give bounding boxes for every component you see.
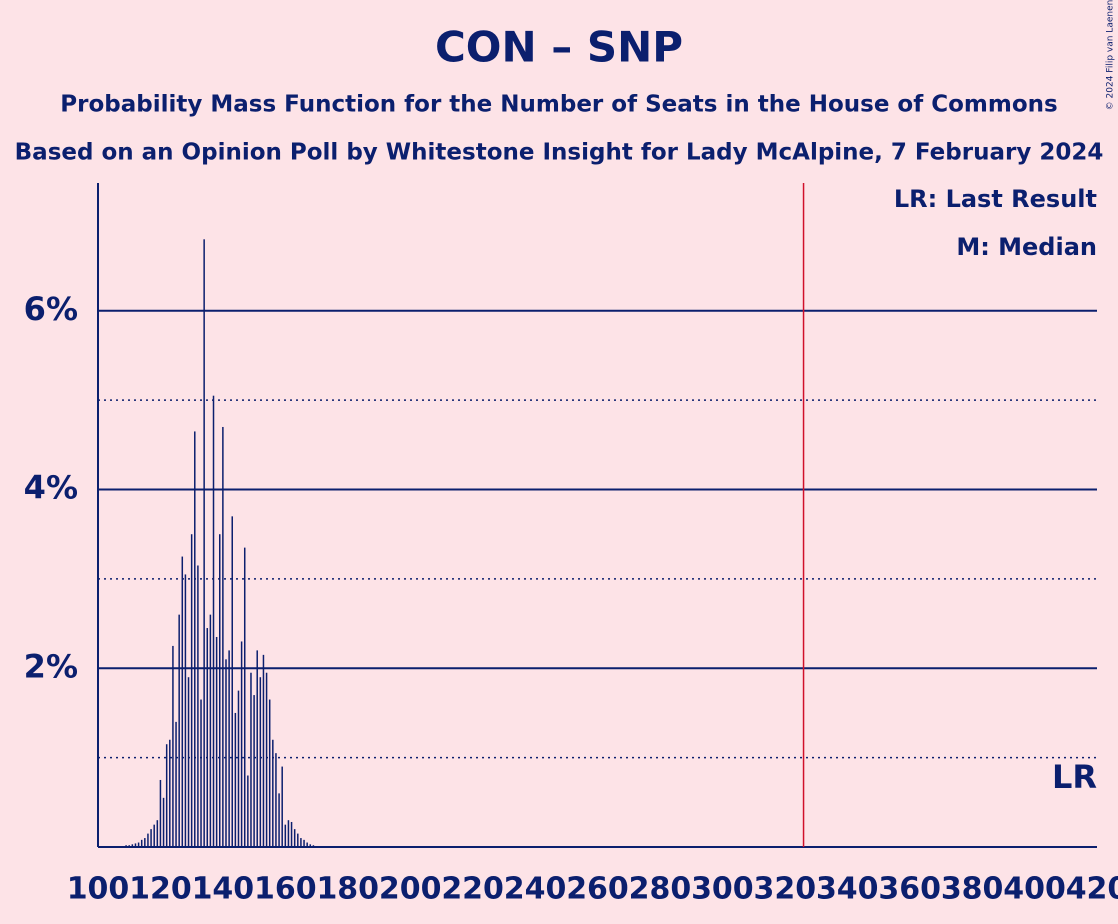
bar — [247, 775, 249, 847]
x-tick-label: 100 — [67, 872, 130, 907]
chart-title: CON – SNP — [435, 23, 683, 72]
bar — [225, 659, 227, 847]
bar — [228, 650, 230, 847]
bar — [140, 839, 143, 847]
bar — [284, 824, 287, 847]
bar — [287, 820, 290, 847]
bar — [197, 565, 199, 847]
x-tick-label: 140 — [192, 872, 255, 907]
x-tick-label: 120 — [129, 872, 192, 907]
bar — [122, 846, 124, 847]
bar — [272, 739, 274, 847]
chart-subtitle: Based on an Opinion Poll by Whitestone I… — [15, 140, 1104, 166]
chart-subtitle: Probability Mass Function for the Number… — [60, 92, 1057, 118]
bar — [309, 844, 312, 847]
x-tick-label: 220 — [441, 872, 504, 907]
y-tick-label: 4% — [24, 469, 78, 507]
x-tick-label: 320 — [754, 872, 817, 907]
bar — [259, 677, 262, 847]
bar — [297, 833, 299, 847]
bar — [240, 641, 243, 847]
bar — [172, 645, 174, 847]
x-tick-label: 400 — [1003, 872, 1066, 907]
bar — [206, 628, 209, 847]
bar — [187, 677, 190, 847]
bar — [159, 779, 162, 847]
y-tick-label: 2% — [24, 647, 78, 685]
bar — [190, 534, 193, 847]
bar — [165, 744, 168, 847]
bar — [275, 753, 277, 847]
bar — [219, 534, 221, 847]
bar — [156, 820, 159, 847]
x-tick-label: 300 — [691, 872, 754, 907]
bar — [178, 614, 180, 847]
bar — [281, 766, 283, 847]
x-tick-label: 240 — [504, 872, 567, 907]
bar — [169, 739, 171, 847]
bar — [203, 239, 205, 847]
bar — [312, 845, 315, 847]
bar — [250, 672, 252, 847]
x-tick-label: 200 — [379, 872, 442, 907]
bar — [144, 838, 146, 847]
bar — [147, 833, 149, 847]
x-tick-label: 380 — [941, 872, 1004, 907]
bar — [262, 654, 265, 847]
bar — [234, 712, 237, 847]
bar — [125, 845, 127, 847]
x-tick-label: 280 — [629, 872, 692, 907]
bar — [137, 842, 140, 847]
bar — [212, 395, 215, 847]
bar — [184, 574, 187, 847]
bar — [253, 695, 255, 847]
bar — [278, 793, 280, 847]
lr-label: LR — [1052, 758, 1097, 796]
bar — [200, 699, 202, 847]
bar — [293, 829, 296, 847]
bar — [131, 844, 134, 847]
bar — [215, 636, 218, 847]
bar — [290, 821, 293, 847]
bar — [175, 721, 177, 847]
credit: © 2024 Filip van Laenen — [1106, 0, 1116, 110]
bar — [300, 838, 302, 847]
legend-item: M: Median — [956, 233, 1097, 261]
bar — [128, 845, 130, 847]
x-tick-label: 420 — [1066, 872, 1118, 907]
x-tick-label: 360 — [878, 872, 941, 907]
y-tick-label: 6% — [24, 290, 78, 328]
bar — [265, 672, 268, 847]
bar — [231, 516, 233, 847]
bar — [209, 614, 212, 847]
bar — [153, 824, 155, 847]
bar — [303, 839, 305, 847]
bar — [268, 699, 271, 847]
bar — [243, 547, 246, 847]
bar — [237, 690, 240, 847]
bar — [150, 829, 152, 847]
x-tick-label: 180 — [316, 872, 379, 907]
bar — [194, 431, 196, 847]
bar — [306, 842, 308, 847]
bar — [134, 843, 137, 847]
bar — [315, 846, 318, 847]
x-tick-label: 260 — [566, 872, 629, 907]
bar — [222, 426, 224, 847]
legend-item: LR: Last Result — [894, 185, 1097, 213]
bar — [256, 650, 258, 847]
bar — [162, 797, 165, 847]
x-tick-label: 160 — [254, 872, 317, 907]
x-tick-label: 340 — [816, 872, 879, 907]
bar — [181, 556, 184, 847]
